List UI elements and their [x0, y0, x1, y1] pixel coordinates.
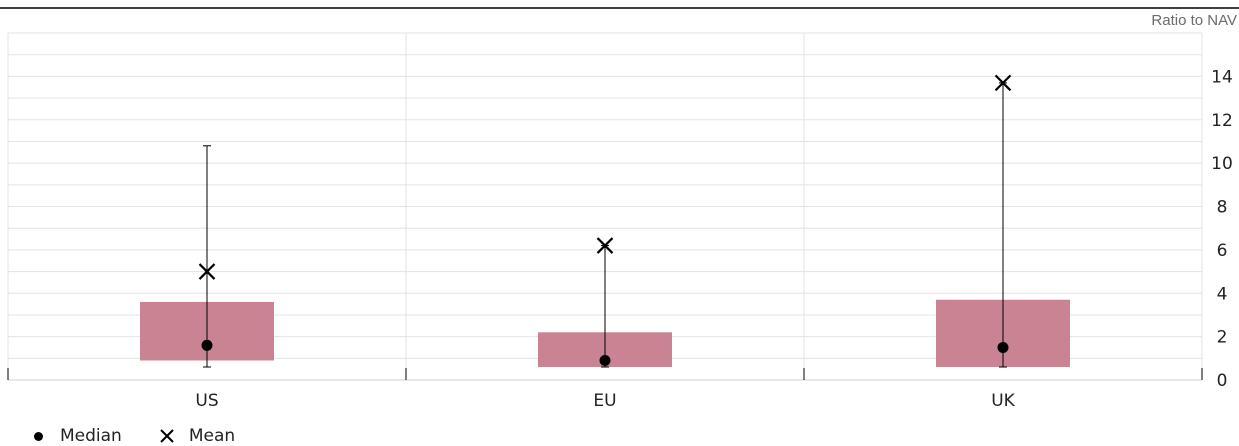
- x-icon: [160, 429, 174, 443]
- dot-icon: [34, 431, 43, 441]
- y-tick-label: 6: [1217, 241, 1228, 261]
- median-marker-eu: [599, 354, 611, 366]
- legend: Median Mean: [34, 426, 273, 446]
- mean-marker-us: [198, 263, 216, 280]
- y-tick-label: 8: [1217, 198, 1228, 218]
- median-marker-uk: [997, 341, 1009, 353]
- legend-label-median: Median: [60, 426, 122, 446]
- legend-item-median: Median: [34, 426, 122, 446]
- legend-label-mean: Mean: [188, 426, 236, 446]
- y-axis-unit-label: Ratio to NAV: [1151, 12, 1237, 29]
- y-tick-label: 12: [1211, 111, 1233, 131]
- box-plot-chart: 0 2 4 6 8 10 12 14 US EU UK: [0, 7, 1239, 411]
- x-tick-label-uk: UK: [991, 391, 1015, 411]
- y-tick-label: 0: [1217, 371, 1228, 391]
- x-tick-label-eu: EU: [593, 391, 616, 411]
- x-tick-label-us: US: [195, 391, 218, 411]
- legend-item-mean: Mean: [160, 426, 235, 446]
- y-tick-label: 10: [1211, 154, 1233, 174]
- mean-marker-uk: [994, 74, 1012, 92]
- mean-marker-eu: [596, 237, 614, 254]
- y-tick-label: 14: [1211, 67, 1233, 87]
- y-tick-label: 4: [1217, 284, 1228, 304]
- median-marker-us: [201, 339, 213, 351]
- y-tick-label: 2: [1217, 328, 1228, 348]
